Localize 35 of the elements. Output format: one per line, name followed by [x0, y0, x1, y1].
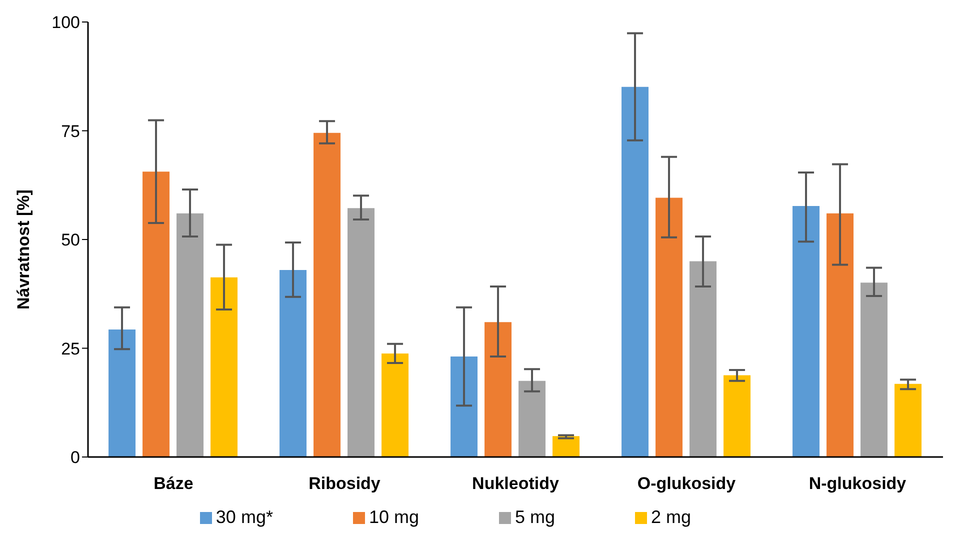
y-tick-label: 0 — [70, 448, 80, 468]
bar — [176, 213, 204, 457]
bar — [108, 330, 136, 457]
bar — [552, 436, 580, 457]
legend-label: 5 mg — [515, 507, 556, 527]
bar — [280, 270, 307, 457]
bar — [348, 208, 375, 457]
legend-label: 30 mg* — [216, 507, 273, 527]
x-tick-label: Nukleotidy — [472, 474, 560, 494]
bar — [484, 322, 512, 457]
bar — [792, 206, 820, 457]
bar — [142, 172, 170, 457]
bar — [622, 86, 649, 457]
bar — [314, 132, 341, 457]
bar — [450, 356, 478, 457]
bar — [210, 277, 238, 457]
x-tick-label: N-glukosidy — [808, 474, 907, 494]
bar — [656, 198, 683, 457]
bar — [382, 353, 409, 457]
legend-label: 10 mg — [368, 507, 419, 527]
y-tick-label: 75 — [61, 122, 80, 141]
bar — [826, 213, 854, 457]
x-tick-label: Ribosidy — [308, 474, 381, 494]
bar — [690, 261, 717, 457]
bar — [860, 282, 888, 457]
y-axis-title: Návratnost [%] — [14, 190, 34, 310]
y-tick-label: 50 — [61, 230, 80, 250]
y-tick-label: 100 — [52, 13, 80, 32]
bar — [518, 380, 546, 457]
x-tick-label: O-glukosidy — [637, 474, 736, 494]
y-tick-label: 25 — [61, 339, 80, 358]
bar — [894, 384, 922, 457]
x-tick-label: Báze — [154, 474, 194, 494]
bar — [724, 375, 751, 457]
legend-label: 2 mg — [651, 507, 692, 527]
